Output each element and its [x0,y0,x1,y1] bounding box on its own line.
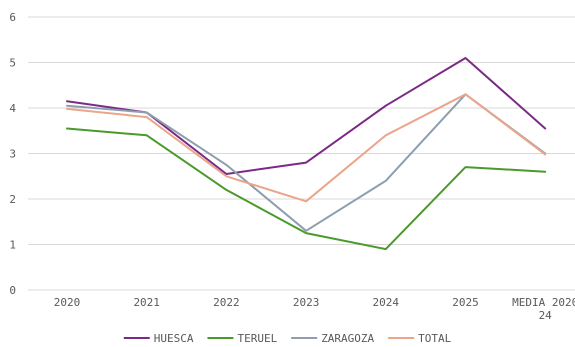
legend-label: ZARAGOZA [321,332,374,345]
y-tick-label: 3 [9,148,16,161]
series-line-total [66,93,547,203]
x-tick-label: 2025 [452,296,479,309]
series-line-teruel [66,127,547,251]
y-tick-label: 4 [9,102,16,115]
legend-item-huesca: HUESCA [123,332,194,345]
x-tick-label: 2022 [213,296,240,309]
y-tick-label: 0 [9,284,16,297]
x-tick-label: 2024 [373,296,400,309]
y-tick-label: 5 [9,57,16,70]
y-tick-label: 2 [9,193,16,206]
x-tick-label: 2021 [133,296,160,309]
legend-label: HUESCA [154,332,194,345]
series-lines [66,57,547,251]
y-tick-label: 6 [9,11,16,24]
x-tick-label: 2023 [293,296,320,309]
legend-item-zaragoza: ZARAGOZA [291,332,375,345]
y-axis-ticks: 0 1 2 3 4 5 6 [9,11,16,297]
gridlines [28,16,575,291]
x-tick-label: 2020 [54,296,81,309]
x-tick-label: MEDIA 2020 24 [512,296,575,322]
legend-label: TERUEL [237,332,277,345]
legend: HUESCA TERUEL ZARAGOZA TOTAL [123,332,452,345]
x-axis-ticks: 2020 2021 2022 2023 2024 2025 MEDIA 2020 24 [54,296,575,322]
legend-label: TOTAL [418,332,451,345]
legend-item-total: TOTAL [388,332,452,345]
legend-item-teruel: TERUEL [207,332,278,345]
y-tick-label: 1 [9,239,16,252]
